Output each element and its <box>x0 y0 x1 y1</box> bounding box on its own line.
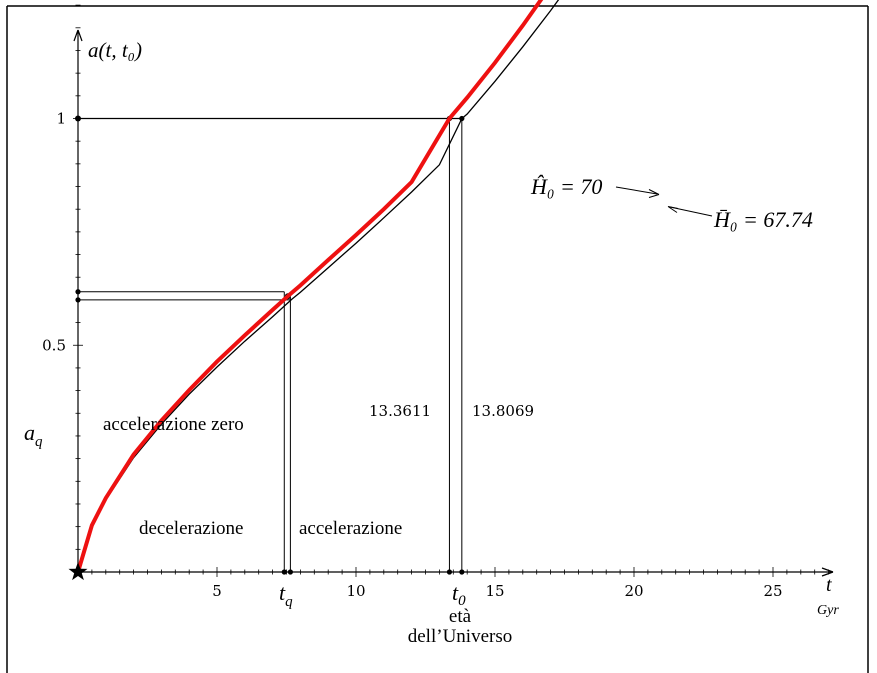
tq-dot <box>281 569 287 575</box>
a-one-dot <box>75 115 81 122</box>
aq-label: aq <box>24 420 43 450</box>
x-tick-label: 25 <box>763 582 782 600</box>
aq-dot <box>75 297 81 303</box>
deceleration-label: decelerazione <box>139 518 243 539</box>
origin-star-icon <box>68 562 88 581</box>
series-layer <box>76 0 560 574</box>
tq-dot <box>287 569 293 575</box>
y-tick-label: 1 <box>56 110 66 128</box>
x-tick-label: 5 <box>212 582 222 600</box>
h70-label: Ĥ₀ = 70 <box>530 174 602 199</box>
h70-arrow-line <box>615 186 658 195</box>
h6774-arrow-head <box>667 206 679 213</box>
x-tick-label: 10 <box>346 582 365 600</box>
x-tick-label: 15 <box>485 582 504 600</box>
series-h67-line <box>77 0 560 573</box>
acceleration-label: accelerazione <box>299 518 402 539</box>
t0-label: t0 <box>452 580 466 609</box>
t0-dot <box>459 569 465 575</box>
series-h70-line <box>76 0 544 574</box>
x-tick-label: 20 <box>624 582 643 600</box>
t0-subscript: 0 <box>458 593 466 609</box>
tq-subscript: q <box>285 594 293 610</box>
age-label-line2: dell’Universo <box>408 626 512 647</box>
x-axis-label: t <box>826 574 832 596</box>
t0-6774-value-label: 13.8069 <box>472 402 534 420</box>
y-tick-label: 0.5 <box>42 336 66 354</box>
h6774-label: H̄₀ = 67.74 <box>713 207 813 232</box>
t0-70-value-label: 13.3611 <box>369 402 431 420</box>
aq-dot <box>75 289 81 295</box>
t0-dot <box>446 569 453 575</box>
y-axis-arrow <box>73 29 83 42</box>
tq-label: tq <box>279 580 293 610</box>
aq-subscript: q <box>35 434 43 450</box>
y-axis-label: a(t, t₀) <box>88 38 142 62</box>
x-axis-unit: Gyr <box>817 603 839 618</box>
reference-lines <box>75 115 465 575</box>
labels-layer: a(t, t₀) t Gyr 13.3611 13.8069 accelerazione … <box>24 38 839 647</box>
x-axis-arrow <box>821 567 834 577</box>
accel-zero-label: accelerazione zero <box>103 414 244 435</box>
h70-arrow-head <box>648 189 660 198</box>
age-label-line1: età <box>449 606 472 627</box>
